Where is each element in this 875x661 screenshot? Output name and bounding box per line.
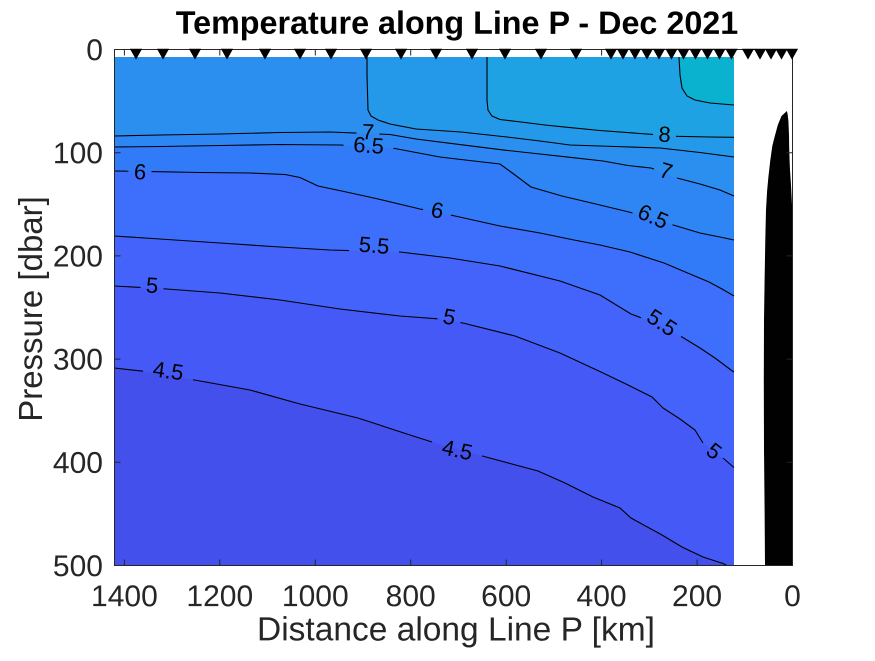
svg-text:Distance along Line P [km]: Distance along Line P [km]	[257, 611, 655, 648]
svg-text:100: 100	[53, 137, 103, 170]
svg-text:5: 5	[441, 303, 458, 330]
svg-text:7: 7	[361, 119, 375, 145]
svg-text:8: 8	[658, 122, 672, 148]
svg-text:600: 600	[481, 580, 531, 613]
svg-text:Pressure [dbar]: Pressure [dbar]	[12, 196, 49, 422]
svg-text:800: 800	[386, 580, 436, 613]
svg-text:5.5: 5.5	[358, 232, 391, 260]
svg-text:400: 400	[53, 447, 103, 480]
svg-text:500: 500	[53, 550, 103, 583]
svg-text:Temperature along Line P - Dec: Temperature along Line P - Dec 2021	[176, 5, 738, 41]
svg-text:6: 6	[429, 197, 445, 224]
svg-text:4.5: 4.5	[440, 434, 475, 465]
svg-text:1200: 1200	[186, 580, 253, 613]
svg-text:300: 300	[53, 344, 103, 377]
svg-text:200: 200	[672, 580, 722, 613]
svg-text:1000: 1000	[282, 580, 349, 613]
svg-text:6: 6	[133, 159, 147, 185]
svg-text:400: 400	[577, 580, 627, 613]
svg-text:200: 200	[53, 240, 103, 273]
svg-text:6.5: 6.5	[352, 132, 384, 159]
svg-text:0: 0	[86, 34, 103, 67]
svg-text:0: 0	[784, 580, 801, 613]
svg-text:1400: 1400	[91, 580, 158, 613]
svg-text:4.5: 4.5	[151, 356, 185, 385]
svg-text:5: 5	[145, 272, 159, 298]
